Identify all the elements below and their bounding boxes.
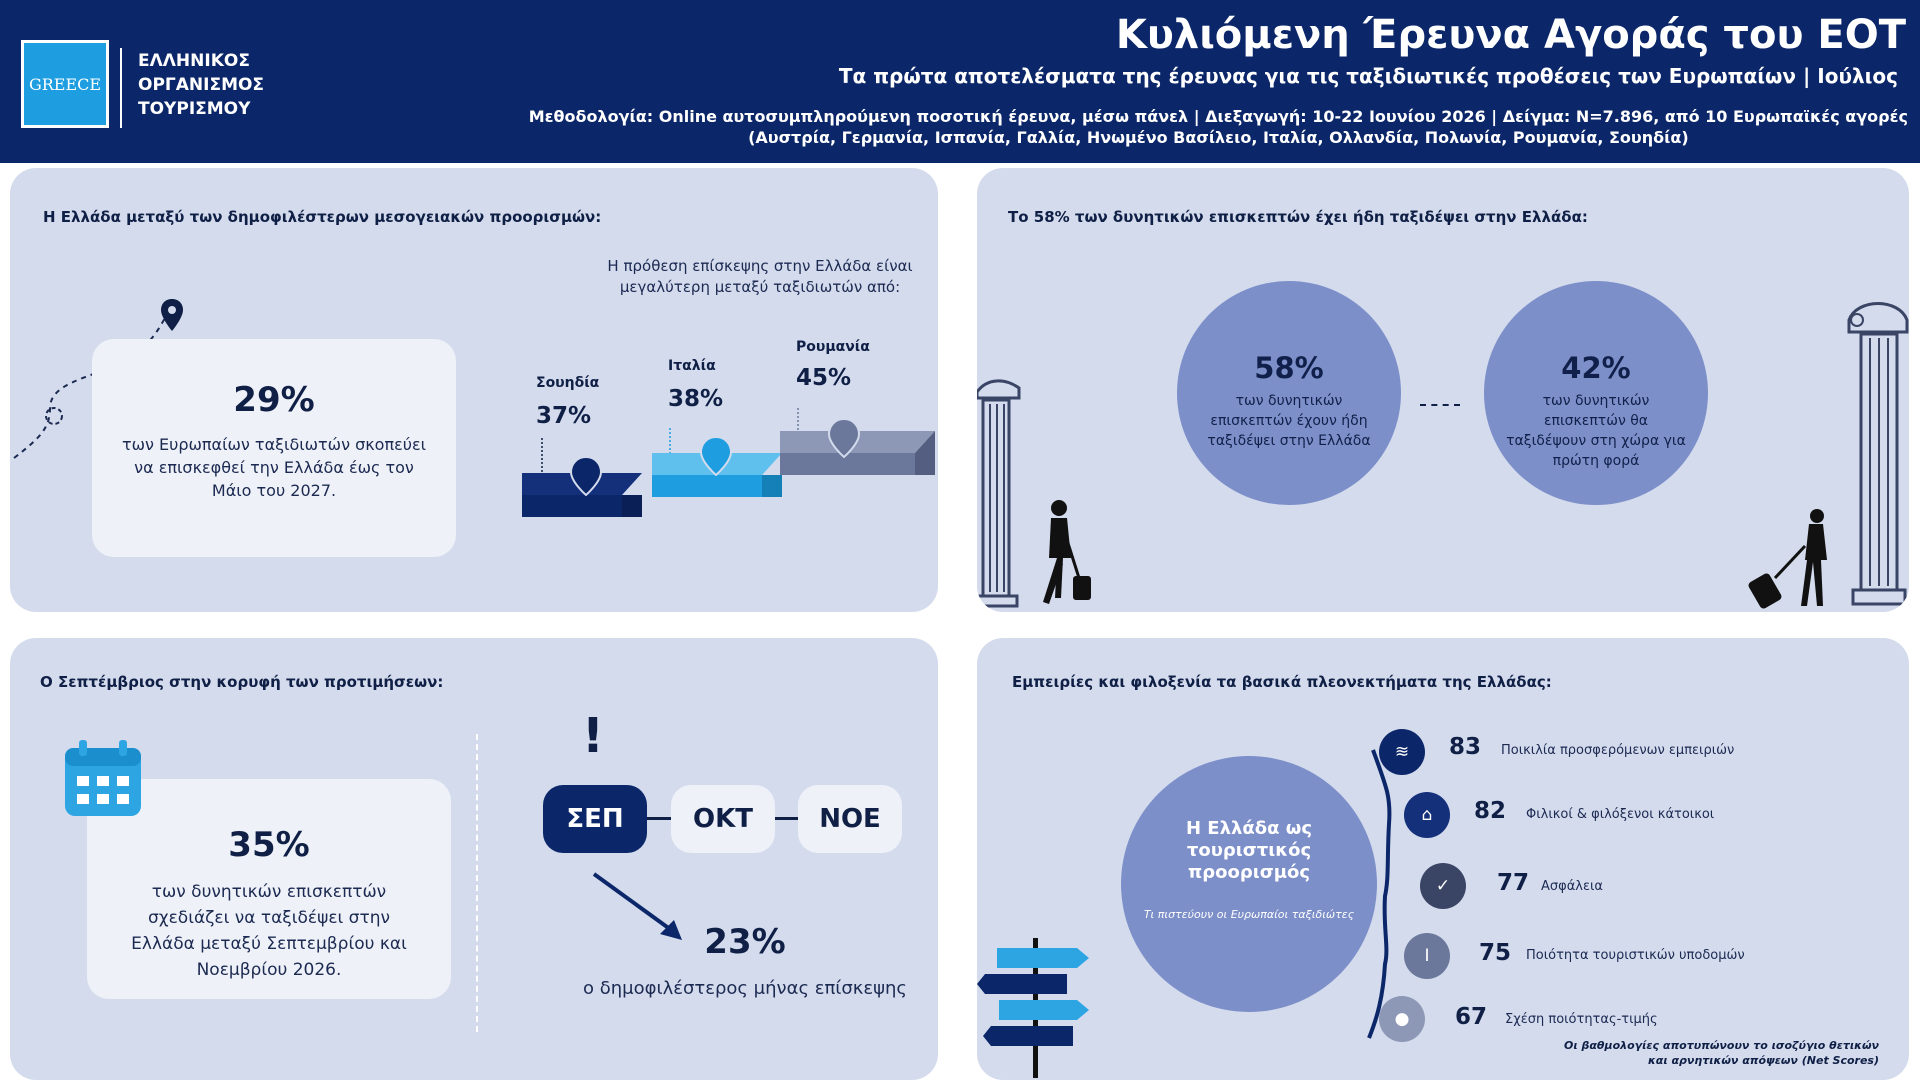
intent-note: Η πρόθεση επίσκεψης στην Ελλάδα είναι με…: [590, 256, 930, 298]
page-title: Κυλιόμενη Έρευνα Αγοράς του ΕΟΤ: [1115, 12, 1906, 58]
country-name-sweden: Σουηδία: [536, 375, 600, 391]
org-line-1: ΕΛΛΗΝΙΚΟΣ: [138, 51, 250, 71]
intent-note-line-2: μεγαλύτερη μεταξύ ταξιδιωτών από:: [619, 278, 901, 296]
header: GREECE ΕΛΛΗΝΙΚΟΣ ΟΡΓΑΝΙΣΜΟΣ ΤΟΥΡΙΣΜΟΥ Κυ…: [0, 0, 1920, 163]
panel-popular-destination: Η Ελλάδα μεταξύ των δημοφιλέστερων μεσογ…: [10, 168, 938, 612]
calendar-icon: [65, 740, 141, 816]
map-pin-icon: [828, 418, 860, 458]
logo-divider: [120, 48, 122, 128]
score-value: 83: [1449, 734, 1482, 760]
intention-percentage: 29%: [233, 380, 315, 420]
visited-before-description: των δυνητικών επισκεπτών έχουν ήδη ταξιδ…: [1207, 393, 1371, 449]
org-line-3: ΤΟΥΡΙΣΜΟΥ: [138, 99, 251, 119]
destination-circle-subtitle: Τι πιστεύουν οι Ευρωπαίοι ταξιδιώτες: [1143, 908, 1355, 921]
month-pill-october: ΟΚΤ: [671, 785, 775, 853]
organization-name: ΕΛΛΗΝΙΚΟΣ ΟΡΓΑΝΙΣΜΟΣ ΤΟΥΡΙΣΜΟΥ: [138, 49, 264, 121]
country-value-italy: 38%: [668, 386, 724, 412]
map-pin-icon: [161, 299, 183, 331]
methodology-line-2: (Αυστρία, Γερμανία, Ισπανία, Γαλλία, Ηνω…: [748, 128, 1689, 147]
signpost-icon: [977, 938, 1089, 1078]
panel-title: Ο Σεπτέμβριος στην κορυφή των προτιμήσεω…: [40, 673, 444, 691]
month-pill-september: ΣΕΠ: [543, 785, 647, 853]
circle-visited-before: 58% των δυνητικών επισκεπτών έχουν ήδη τ…: [1177, 281, 1401, 505]
circle-greece-destination: Η Ελλάδα ως τουριστικός προορισμός Τι πι…: [1121, 756, 1377, 1012]
score-label: Ασφάλεια: [1541, 879, 1603, 894]
panel-september-top: Ο Σεπτέμβριος στην κορυφή των προτιμήσεω…: [10, 638, 938, 1080]
traveler-woman-icon: [1748, 509, 1827, 609]
country-value-romania: 45%: [796, 365, 852, 391]
panel-title: Η Ελλάδα μεταξύ των δημοφιλέστερων μεσογ…: [43, 208, 602, 226]
autumn-percentage: 35%: [228, 825, 310, 865]
stat-card-intention: 29% των Ευρωπαίων ταξιδιωτών σκοπεύει να…: [92, 339, 456, 557]
score-value: 67: [1455, 1004, 1488, 1030]
first-time-percentage: 42%: [1561, 351, 1631, 385]
top-month-percentage: 23%: [704, 922, 786, 962]
circle-connector: [1420, 404, 1460, 406]
footnote-line-2: και αρνητικών απόψεων (Net Scores): [1647, 1054, 1879, 1067]
score-value: 77: [1497, 870, 1530, 896]
greek-column-left-icon: [977, 379, 1021, 608]
scores-connector: [1367, 749, 1392, 1039]
map-pin-icon: [700, 436, 732, 476]
footnote-line-1: Οι βαθμολογίες αποτυπώνουν το ισοζύγιο θ…: [1564, 1039, 1879, 1052]
net-scores-footnote: Οι βαθμολογίες αποτυπώνουν το ισοζύγιο θ…: [1564, 1038, 1879, 1068]
house-icon: ⌂: [1404, 792, 1450, 838]
score-label: Σχέση ποιότητας-τιμής: [1505, 1012, 1658, 1027]
visited-before-percentage: 58%: [1254, 351, 1324, 385]
first-time-description: των δυνητικών επισκεπτών θα ταξιδέψουν σ…: [1506, 393, 1686, 469]
stat-card-autumn: 35% των δυνητικών επισκεπτών σχεδιάζει ν…: [87, 779, 451, 999]
country-name-italy: Ιταλία: [668, 358, 716, 374]
coin-icon: ●: [1379, 996, 1425, 1042]
score-label: Ποιότητα τουριστικών υποδομών: [1526, 948, 1745, 963]
panel-previous-visits: Το 58% των δυνητικών επισκεπτών έχει ήδη…: [977, 168, 1909, 612]
greek-column-right-icon: [1847, 302, 1909, 606]
methodology-line-1: Μεθοδολογία: Online αυτοσυμπληρούμενη πο…: [528, 107, 1908, 126]
traveler-man-icon: [1043, 500, 1091, 604]
panel-title: Το 58% των δυνητικών επισκεπτών έχει ήδη…: [1008, 208, 1588, 226]
score-label: Φιλικοί & φιλόξενοι κάτοικοι: [1526, 807, 1715, 822]
column-icon: Ι: [1404, 933, 1450, 979]
arrow-down-right-icon: [592, 872, 682, 940]
country-value-sweden: 37%: [536, 403, 592, 429]
score-value: 82: [1474, 798, 1507, 824]
map-pin-icon: [570, 456, 602, 496]
country-podium: [522, 408, 935, 517]
panel-advantages: Εμπειρίες και φιλοξενία τα βασικά πλεονε…: [977, 638, 1909, 1080]
section-divider: [476, 734, 478, 1032]
score-value: 75: [1479, 940, 1512, 966]
org-line-2: ΟΡΓΑΝΙΣΜΟΣ: [138, 75, 265, 95]
page-subtitle: Τα πρώτα αποτελέσματα της έρευνας για τι…: [838, 64, 1898, 88]
month-pill-november: ΝΟΕ: [798, 785, 902, 853]
country-name-romania: Ρουμανία: [796, 339, 870, 355]
destination-circle-title: Η Ελλάδα ως τουριστικός προορισμός: [1185, 818, 1313, 883]
exclamation-icon: !: [582, 708, 604, 764]
circle-first-time: 42% των δυνητικών επισκεπτών θα ταξιδέψο…: [1484, 281, 1708, 505]
panel-title: Εμπειρίες και φιλοξενία τα βασικά πλεονε…: [1012, 673, 1552, 691]
methodology: Μεθοδολογία: Online αυτοσυμπληρούμενη πο…: [529, 106, 1908, 148]
score-label: Ποικιλία προσφερόμενων εμπειριών: [1501, 743, 1735, 758]
greece-logo: GREECE: [21, 40, 109, 128]
wave-icon: ≋: [1379, 729, 1425, 775]
shield-icon: ✓: [1420, 863, 1466, 909]
autumn-description: των δυνητικών επισκεπτών σχεδιάζει να τα…: [131, 882, 407, 980]
intention-description: των Ευρωπαίων ταξιδιωτών σκοπεύει να επι…: [121, 435, 427, 500]
intent-note-line-1: Η πρόθεση επίσκεψης στην Ελλάδα είναι: [607, 257, 913, 275]
top-month-description: ο δημοφιλέστερος μήνας επίσκεψης: [583, 978, 907, 999]
